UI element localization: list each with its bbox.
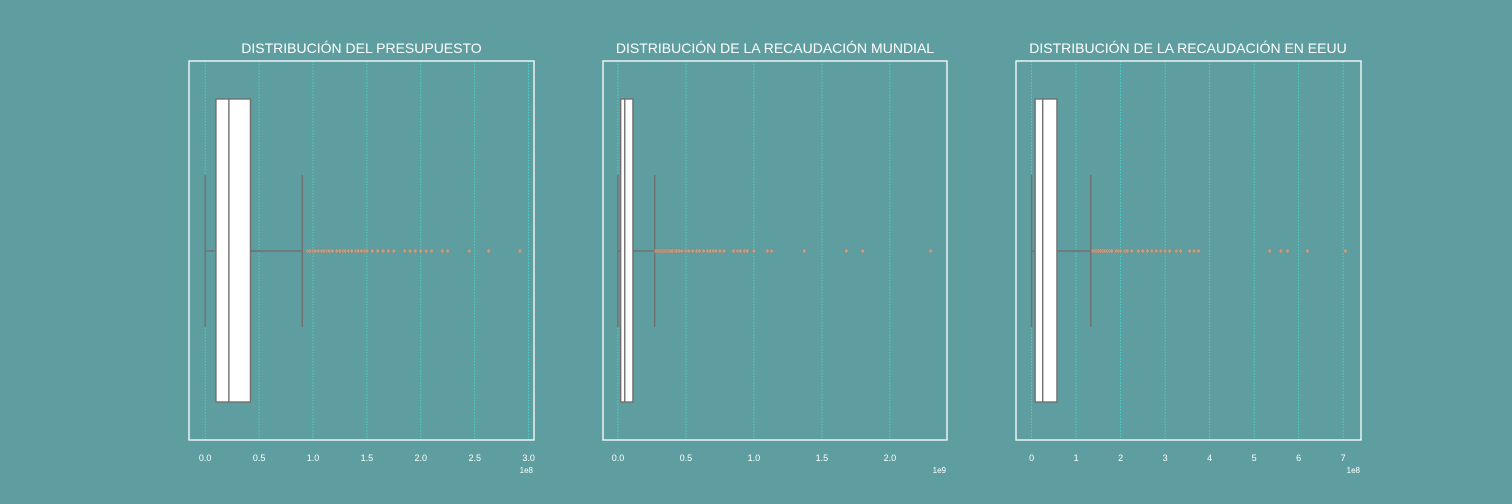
- x-tick-label: 2: [1118, 453, 1123, 463]
- outlier-point: [679, 248, 685, 254]
- outlier-point: [407, 248, 413, 254]
- panel-budget: DISTRIBUCIÓN DEL PRESUPUESTO 0.0 0.5 1.0 1.…: [188, 40, 535, 475]
- panel-title: DISTRIBUCIÓN DE LA RECAUDACIÓN EN EEUU: [1029, 40, 1346, 56]
- outlier-point: [751, 248, 757, 254]
- outlier-point: [412, 248, 418, 254]
- x-tick-label: 3: [1163, 453, 1168, 463]
- outlier-point: [1285, 248, 1291, 254]
- outlier-point: [843, 248, 849, 254]
- x-tick-label: 2.0: [884, 453, 897, 463]
- outlier-point: [686, 248, 692, 254]
- x-tick-label: 1.5: [816, 453, 829, 463]
- outlier-point: [364, 248, 370, 254]
- outlier-point: [1144, 248, 1150, 254]
- x-tick-label: 1.5: [361, 453, 374, 463]
- outlier-point: [1124, 248, 1130, 254]
- outlier-point: [369, 248, 375, 254]
- outlier-point: [690, 248, 696, 254]
- outlier-point: [517, 248, 523, 254]
- outlier-point: [445, 248, 451, 254]
- x-tick-label: 1.0: [748, 453, 761, 463]
- iqr-box: [1034, 98, 1058, 403]
- x-tick-label: 4: [1207, 453, 1212, 463]
- outlier-point: [1140, 248, 1146, 254]
- x-tick-label: 0.5: [253, 453, 266, 463]
- x-tick-label: 2.5: [468, 453, 481, 463]
- outlier-point: [1278, 248, 1284, 254]
- outlier-point: [1109, 248, 1115, 254]
- outlier-point: [1305, 248, 1311, 254]
- axis-offset-label: 1e8: [520, 466, 534, 475]
- outlier-point: [1195, 248, 1202, 254]
- x-tick-label: 1.0: [307, 453, 320, 463]
- outlier-point: [713, 248, 719, 254]
- x-tick-label: 5: [1252, 453, 1257, 463]
- x-tick-label: 0.0: [199, 453, 212, 463]
- x-tick-label: 3.0: [522, 453, 535, 463]
- outlier-point: [486, 248, 492, 254]
- plot-frame: [188, 60, 535, 441]
- outlier-point: [385, 248, 391, 254]
- outlier-point: [1158, 248, 1164, 254]
- outlier-point: [860, 248, 866, 254]
- panel-title: DISTRIBUCIÓN DE LA RECAUDACIÓN MUNDIAL: [616, 40, 934, 56]
- outlier-point: [466, 248, 472, 254]
- outlier-point: [418, 248, 424, 254]
- outlier-point: [744, 248, 750, 254]
- outlier-point: [701, 248, 707, 254]
- outlier-point: [1162, 248, 1168, 254]
- outlier-point: [1149, 248, 1155, 254]
- iqr-box: [619, 98, 634, 403]
- x-tick-label: 0.0: [612, 453, 625, 463]
- panel-us-gross: DISTRIBUCIÓN DE LA RECAUDACIÓN EN EEUU 0…: [1015, 40, 1362, 475]
- outlier-point: [329, 248, 335, 254]
- x-tick-label: 6: [1296, 453, 1301, 463]
- outlier-point: [375, 248, 381, 254]
- outlier-point: [764, 248, 771, 254]
- outlier-point: [1118, 248, 1124, 254]
- outlier-point: [439, 248, 445, 254]
- outlier-point: [1135, 248, 1141, 254]
- outlier-point: [721, 248, 727, 254]
- outlier-point: [1129, 248, 1135, 254]
- outlier-point: [1173, 248, 1179, 254]
- outlier-point: [380, 248, 386, 254]
- outlier-point: [402, 248, 408, 254]
- outlier-point: [423, 248, 429, 254]
- outlier-point: [928, 248, 934, 254]
- outlier-point: [1167, 248, 1173, 254]
- plot-frame: [602, 60, 948, 441]
- x-tick-label: 7: [1341, 453, 1346, 463]
- outlier-point: [429, 248, 435, 254]
- outlier-point: [717, 248, 723, 254]
- axis-offset-label: 1e9: [933, 466, 947, 475]
- panel-worldwide-gross: DISTRIBUCIÓN DE LA RECAUDACIÓN MUNDIAL 0…: [602, 40, 948, 475]
- x-tick-label: 1: [1074, 453, 1079, 463]
- x-tick-label: 0: [1029, 453, 1034, 463]
- outlier-point: [737, 248, 743, 254]
- iqr-box: [215, 98, 252, 403]
- outlier-point: [1178, 248, 1184, 254]
- axis-offset-label: 1e8: [1347, 466, 1361, 475]
- outlier-point: [801, 248, 807, 254]
- outlier-point: [697, 248, 703, 254]
- plot-frame: [1015, 60, 1362, 441]
- outlier-point: [1187, 248, 1193, 254]
- outlier-point: [1153, 248, 1159, 254]
- outlier-point: [1342, 248, 1348, 254]
- x-tick-label: 0.5: [680, 453, 693, 463]
- panel-title: DISTRIBUCIÓN DEL PRESUPUESTO: [241, 40, 481, 56]
- outlier-point: [349, 248, 355, 254]
- outlier-point: [731, 248, 737, 254]
- outlier-point: [1267, 248, 1273, 254]
- outlier-point: [769, 248, 775, 254]
- x-tick-label: 2.0: [415, 453, 428, 463]
- outlier-point: [1191, 248, 1197, 254]
- outlier-point: [391, 248, 397, 254]
